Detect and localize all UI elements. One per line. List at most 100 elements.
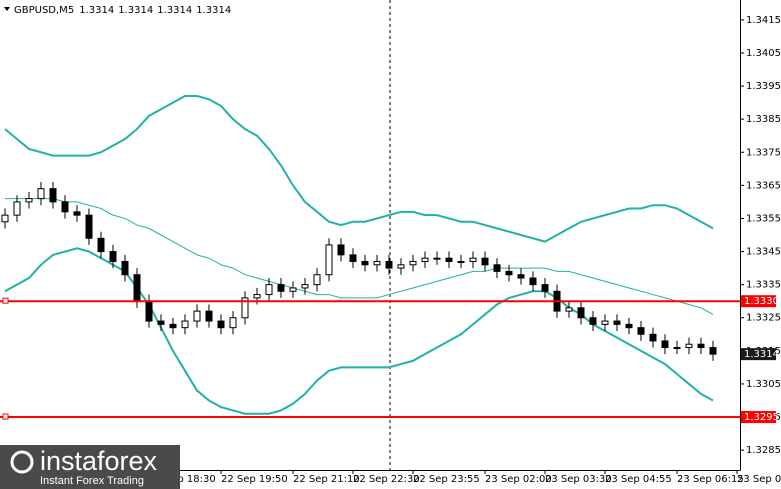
candle-body — [97, 237, 105, 253]
candle-body — [37, 188, 45, 200]
candle-body — [373, 260, 381, 266]
candle-body — [397, 264, 405, 269]
candle-body — [589, 317, 597, 325]
candle-body — [61, 201, 69, 213]
x-tick-label: 23 Sep 03:30 — [545, 474, 612, 485]
candle-body — [349, 254, 357, 262]
candle-body — [325, 244, 333, 276]
x-tick-label: 22 Sep 18:30 — [149, 474, 216, 485]
candle-body — [673, 347, 681, 350]
logo-icon — [10, 450, 34, 474]
candle-body — [661, 340, 669, 349]
plot-area: 1.32851.32951.33051.33151.33251.33351.33… — [1, 15, 781, 485]
candle-body — [433, 257, 441, 260]
candle-body — [685, 343, 693, 349]
level-label-bg — [741, 411, 776, 424]
candle-body — [493, 264, 501, 272]
y-tick-label: 1.3375 — [746, 147, 781, 158]
candle-body — [109, 251, 117, 262]
level-label: 1.3330 — [744, 296, 779, 307]
candle-body — [229, 317, 237, 329]
candle-body — [145, 300, 153, 322]
level-marker — [2, 297, 9, 304]
logo-tagline: Instant Forex Trading — [40, 475, 144, 487]
candle-body — [529, 277, 537, 286]
y-tick-label: 1.3395 — [746, 81, 781, 92]
y-tick-label: 1.3345 — [746, 247, 781, 258]
candle-body — [313, 274, 321, 286]
y-tick-label: 1.3305 — [746, 379, 781, 390]
candle-body — [625, 323, 633, 329]
logo-name: instaforex — [40, 446, 158, 476]
logo: instaforex Instant Forex Trading — [0, 445, 180, 489]
candle-body — [337, 244, 345, 256]
x-tick-label: 23 Sep 07:40 — [737, 474, 781, 485]
candle-body — [301, 284, 309, 289]
candle-body — [445, 257, 453, 262]
candle-body — [421, 257, 429, 262]
candle-body — [505, 270, 513, 276]
x-tick-label: 22 Sep 22:30 — [353, 474, 420, 485]
candle-body — [361, 260, 369, 266]
candle-body — [73, 211, 81, 216]
candle-body — [253, 294, 261, 299]
y-tick-label: 1.3405 — [746, 48, 781, 59]
header-text: GBPUSD,M5 1.3314 1.3314 1.3314 1.3314 — [14, 5, 231, 16]
y-tick-label: 1.3365 — [746, 180, 781, 191]
candle-body — [541, 284, 549, 292]
x-tick-label: 23 Sep 04:55 — [605, 474, 672, 485]
y-tick-label: 1.3385 — [746, 114, 781, 125]
band-upper — [4, 94, 714, 243]
candle-body — [49, 188, 57, 203]
x-tick-label: 23 Sep 06:15 — [677, 474, 744, 485]
y-tick-label: 1.3335 — [746, 280, 781, 291]
candle-body — [169, 323, 177, 329]
level-label-bg — [741, 295, 776, 308]
last-price-bg — [741, 348, 776, 361]
ohlc-close: 1.3314 — [196, 5, 231, 16]
candle-body — [277, 284, 285, 292]
candle-body — [205, 310, 213, 322]
candle-body — [601, 320, 609, 325]
candle-body — [1, 214, 9, 223]
candle-body — [121, 260, 129, 276]
candle-body — [517, 274, 525, 279]
candle-body — [469, 257, 477, 262]
candle-body — [481, 257, 489, 266]
y-tick-label: 1.3325 — [746, 313, 781, 324]
candle-body — [409, 260, 417, 266]
candle-body — [181, 320, 189, 329]
candle-body — [709, 347, 717, 355]
symbol: GBPUSD,M5 — [14, 5, 74, 16]
candle-body — [565, 307, 573, 312]
candle-body — [613, 320, 621, 325]
last-price-label: 1.3314 — [744, 349, 779, 360]
ohlc-low: 1.3314 — [157, 5, 192, 16]
candle-body — [157, 320, 165, 325]
ohlc-open: 1.3314 — [79, 5, 114, 16]
y-tick-label: 1.3285 — [746, 445, 781, 456]
candle-body — [637, 327, 645, 335]
band-middle — [5, 198, 714, 315]
x-tick-label: 22 Sep 21:10 — [293, 474, 360, 485]
level-label: 1.3295 — [744, 412, 779, 423]
candle-body — [289, 287, 297, 292]
header-arrow — [4, 7, 10, 11]
x-tick-label: 23 Sep 02:00 — [485, 474, 552, 485]
candle-body — [133, 274, 141, 302]
candle-body — [697, 343, 705, 349]
header: GBPUSD,M5 1.3314 1.3314 1.3314 1.3314 — [4, 5, 231, 16]
candle-body — [649, 333, 657, 342]
level-marker — [2, 413, 9, 420]
y-tick-label: 1.3415 — [746, 15, 781, 26]
ohlc-high: 1.3314 — [118, 5, 153, 16]
candle-body — [25, 198, 33, 203]
candle-body — [457, 260, 465, 263]
candle-body — [241, 297, 249, 319]
overlay: 1.3330 1.3295 1.3314 — [0, 295, 779, 424]
x-tick-label: 22 Sep 19:50 — [221, 474, 288, 485]
candle-body — [217, 320, 225, 329]
candle-body — [385, 260, 393, 269]
candle-body — [13, 201, 21, 216]
